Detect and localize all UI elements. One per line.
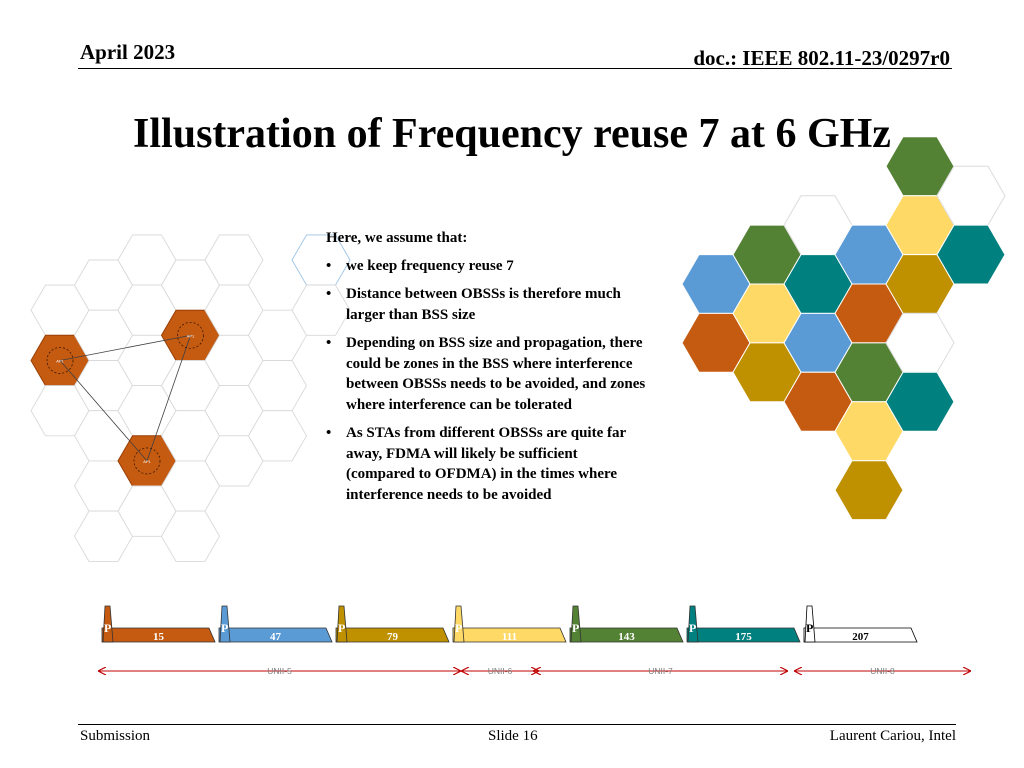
header-doc-id: doc.: IEEE 802.11-23/0297r0 xyxy=(693,46,950,70)
channel-cell-hex xyxy=(936,224,1006,285)
channel-block xyxy=(686,627,801,643)
primary-channel-marker xyxy=(687,605,699,643)
band-label: UNII-8 xyxy=(870,666,895,676)
assumption-bullet: Depending on BSS size and propagation, t… xyxy=(326,333,646,415)
footer-slide-number: Slide 16 xyxy=(488,728,538,744)
primary-channel-marker xyxy=(570,605,582,643)
primary-channel-marker xyxy=(336,605,348,643)
primary-channel-marker xyxy=(102,605,114,643)
channel-number: 111 xyxy=(502,631,517,643)
bss-hex xyxy=(160,510,221,562)
channel-cell-hex xyxy=(834,460,904,521)
primary-channel-label: P xyxy=(338,621,345,635)
band-label: UNII-7 xyxy=(648,666,673,676)
primary-channel-marker xyxy=(453,605,465,643)
ap-label: AP1 xyxy=(56,358,64,363)
assumption-bullet: As STAs from different OBSSs are quite f… xyxy=(326,423,646,505)
band-label: UNII-5 xyxy=(267,666,292,676)
primary-channel-label: P xyxy=(455,621,462,635)
header-date: April 2023 xyxy=(80,40,176,64)
channel-block xyxy=(803,627,918,643)
assumption-list: we keep frequency reuse 7 Distance betwe… xyxy=(326,256,646,506)
left-hex-diagram: AP1 AP1 AP1 xyxy=(30,234,351,562)
band-label: UNII-6 xyxy=(488,666,513,676)
slide-title: Illustration of Frequency reuse 7 at 6 G… xyxy=(133,111,891,157)
obss-distance-line xyxy=(59,360,148,462)
ap-label: AP1 xyxy=(143,459,151,464)
footer-submission: Submission xyxy=(80,728,151,744)
obss-distance-line xyxy=(59,334,191,361)
obss-distance-line xyxy=(146,335,191,462)
channel-block xyxy=(218,627,333,643)
bss-coverage-circle xyxy=(46,347,74,374)
channel-number: 47 xyxy=(270,631,282,643)
ap-label: AP1 xyxy=(187,333,195,338)
channel-cell-hex xyxy=(885,371,955,432)
channel-number: 175 xyxy=(735,631,752,643)
channel-block xyxy=(335,627,450,643)
channel-number: 15 xyxy=(153,631,165,643)
reuse-7-hex-cluster xyxy=(681,136,1006,521)
bss-coverage-circle xyxy=(133,447,161,475)
primary-channel-marker xyxy=(804,605,816,643)
assumption-bullet: Distance between OBSSs is therefore much… xyxy=(326,284,646,325)
channel-plan: P 15 P 47 P 79 P 111 P 143 P 175 P 207 UNII-5 UNII-6 UNI… xyxy=(90,605,990,676)
primary-channel-label: P xyxy=(806,621,813,635)
channel-block xyxy=(101,627,216,643)
bss-coverage-circle xyxy=(177,321,204,349)
primary-channel-label: P xyxy=(221,621,228,635)
primary-channel-marker xyxy=(219,605,231,643)
footer-rule xyxy=(78,724,956,725)
assumption-bullet: we keep frequency reuse 7 xyxy=(326,256,646,277)
channel-block xyxy=(452,627,567,643)
channel-block xyxy=(569,627,684,643)
footer-author: Laurent Cariou, Intel xyxy=(829,728,956,744)
primary-channel-label: P xyxy=(104,621,111,635)
primary-channel-label: P xyxy=(689,621,696,635)
assumption-text: Here, we assume that: we keep frequency … xyxy=(326,228,646,513)
bss-hex xyxy=(247,410,308,462)
channel-number: 79 xyxy=(387,631,399,643)
assumption-intro: Here, we assume that: xyxy=(326,230,468,246)
header-rule xyxy=(78,68,952,69)
channel-number: 207 xyxy=(852,631,869,643)
channel-number: 143 xyxy=(618,631,635,643)
primary-channel-label: P xyxy=(572,621,579,635)
